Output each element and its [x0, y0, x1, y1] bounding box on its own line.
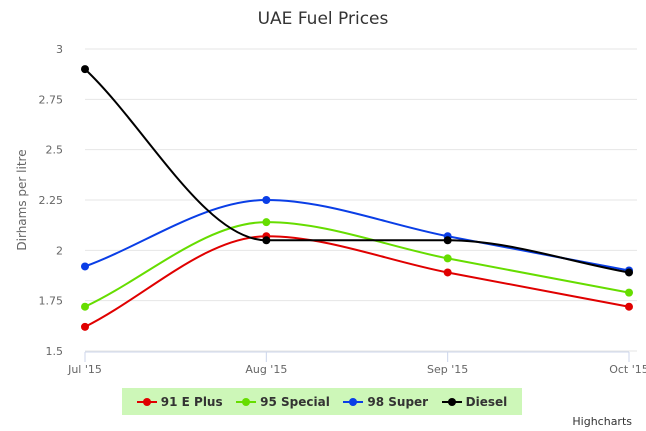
legend-item[interactable]: Diesel [441, 394, 508, 409]
legend-label: 95 Special [260, 394, 330, 409]
data-point[interactable] [443, 236, 452, 245]
x-tick-label: Oct '15 [609, 363, 646, 376]
y-tick-label: 1.5 [46, 345, 64, 358]
y-axis-ticks: 1.5 1.75 2 2.25 2.5 2.75 3 [39, 43, 64, 358]
series-line [84, 68, 630, 274]
legend-item[interactable]: 95 Special [236, 395, 330, 409]
grid-lines [85, 48, 637, 352]
data-point[interactable] [81, 302, 89, 311]
series-lines [81, 65, 633, 331]
y-tick-label: 2 [56, 244, 63, 257]
legend-symbol-icon [343, 396, 364, 408]
data-point[interactable] [625, 302, 633, 311]
x-tick-label: Jul '15 [67, 363, 102, 376]
data-point[interactable] [443, 268, 452, 277]
series-line [84, 235, 630, 328]
legend-symbol-icon [441, 396, 462, 408]
data-point[interactable] [81, 322, 89, 331]
data-point[interactable] [262, 196, 271, 204]
y-tick-label: 2.5 [46, 144, 64, 157]
y-tick-label: 2.75 [39, 93, 64, 106]
legend-item[interactable]: 98 Super [343, 395, 428, 409]
series-line [84, 198, 630, 272]
legend-item[interactable]: 91 E Plus [136, 394, 223, 409]
legend-label: Diesel [465, 394, 508, 409]
legend: 91 E Plus 95 Special 98 Super Diesel [122, 388, 522, 415]
data-point[interactable] [262, 218, 271, 227]
data-point[interactable] [262, 236, 271, 245]
chart-title: UAE Fuel Prices [258, 9, 389, 29]
x-tick-label: Sep '15 [427, 363, 468, 376]
data-point[interactable] [443, 254, 452, 263]
y-tick-label: 1.75 [39, 295, 64, 308]
data-point[interactable] [81, 65, 89, 74]
data-point[interactable] [625, 268, 633, 277]
x-axis-ticks: Jul '15 Aug '15 Sep '15 Oct '15 [67, 351, 646, 376]
y-tick-label: 3 [56, 43, 63, 56]
data-point[interactable] [81, 262, 89, 271]
y-tick-label: 2.25 [39, 194, 64, 207]
x-tick-label: Aug '15 [245, 363, 287, 376]
legend-symbol-icon [136, 396, 157, 408]
credits-link[interactable]: Highcharts [572, 415, 632, 428]
legend-symbol-icon [236, 396, 257, 408]
legend-label: 91 E Plus [160, 394, 223, 409]
data-point[interactable] [625, 288, 633, 297]
y-axis-title: Dirhams per litre [15, 149, 29, 250]
series-line [84, 221, 630, 308]
legend-label: 98 Super [367, 394, 429, 409]
